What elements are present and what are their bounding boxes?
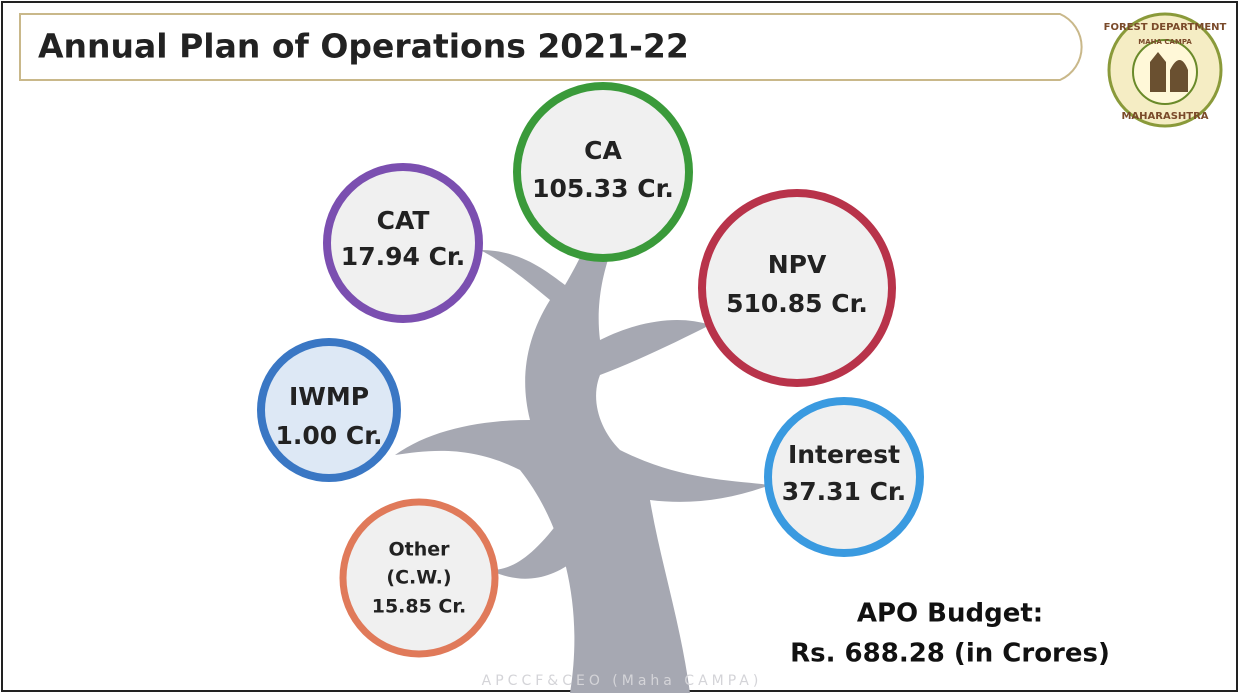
node-value: 510.85 Cr. bbox=[726, 289, 868, 318]
logo-bottom: MAHARASHTRA bbox=[1121, 111, 1208, 122]
node-circle bbox=[702, 193, 892, 383]
footer: APCCF&CEO (Maha CAMPA) bbox=[482, 673, 763, 689]
node-note: (C.W.) bbox=[386, 567, 451, 589]
node-value: 37.31 Cr. bbox=[782, 477, 906, 506]
title: Annual Plan of Operations 2021-22 bbox=[38, 27, 689, 66]
node-label: Other bbox=[388, 539, 450, 561]
budget-label: APO Budget: bbox=[857, 599, 1043, 629]
node-value: 15.85 Cr. bbox=[372, 596, 467, 618]
logo-middle: MAHA CAMPA bbox=[1138, 38, 1192, 46]
node-value: 105.33 Cr. bbox=[532, 174, 674, 203]
node-value: 1.00 Cr. bbox=[276, 421, 383, 450]
node-value: 17.94 Cr. bbox=[341, 242, 465, 271]
slide: Annual Plan of Operations 2021-22 FOREST… bbox=[0, 0, 1239, 693]
node-label: NPV bbox=[768, 250, 827, 279]
node-label: IWMP bbox=[289, 382, 369, 411]
budget-amount: Rs. 688.28 (in Crores) bbox=[790, 639, 1110, 669]
node-label: CA bbox=[584, 136, 622, 165]
logo-top: FOREST DEPARTMENT bbox=[1104, 22, 1227, 33]
node-label: Interest bbox=[788, 440, 900, 469]
node-label: CAT bbox=[377, 206, 430, 235]
node-circle bbox=[517, 86, 689, 258]
